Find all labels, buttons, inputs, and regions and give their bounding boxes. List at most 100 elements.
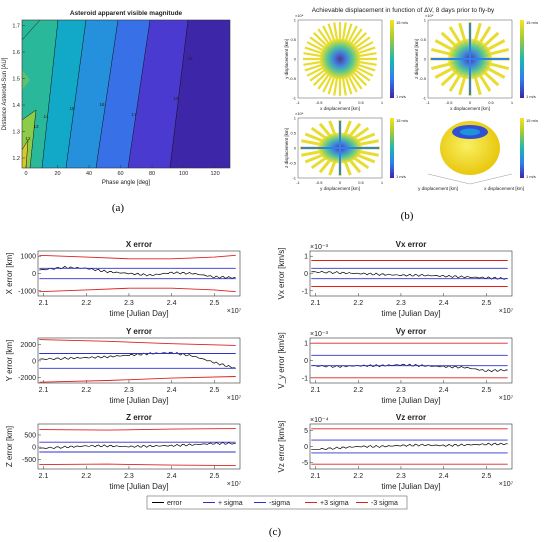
subplot-xlabel: time [Julian Day] bbox=[109, 482, 168, 491]
colorbar bbox=[520, 118, 524, 178]
subplot-title: Z error bbox=[126, 413, 152, 422]
subplot-ylabel: Vx error [km/s] bbox=[277, 247, 286, 299]
colorbar-max: 15 m/s bbox=[526, 20, 538, 25]
caption-b: (b) bbox=[401, 210, 414, 222]
subplot-xtick: 2.1 bbox=[311, 387, 321, 394]
legend-entry: -sigma bbox=[269, 500, 290, 507]
subplot-xlabel: time [Julian Day] bbox=[109, 396, 168, 405]
series-3-sigma bbox=[39, 376, 236, 383]
panel-a: Asteroid apparent visible magnitude bbox=[2, 10, 231, 186]
panel-a-ytick: 1.4 bbox=[12, 103, 20, 109]
subplot-ytick: -1 bbox=[302, 375, 308, 382]
subplot-xtick: 2.2 bbox=[81, 473, 91, 480]
panel-a-ylabel: Distance Asteroid-Sun [AU] bbox=[2, 57, 8, 130]
panel-a-ytick: 1.3 bbox=[12, 130, 20, 136]
panel-b-xlabel: x displacement [km] bbox=[320, 106, 360, 111]
subplot-xtick: 2.2 bbox=[81, 300, 91, 307]
panel-b-xtick: 0.5 bbox=[358, 100, 364, 105]
subplot-ytick: 0 bbox=[304, 444, 308, 451]
subplot-ytick: 0 bbox=[304, 358, 308, 365]
legend-entry: + sigma bbox=[218, 500, 243, 507]
series-3-sigma bbox=[39, 254, 236, 260]
panel-b-ylabel: z displacement [km] bbox=[414, 39, 419, 79]
panel-b-ytick: 0 bbox=[294, 57, 297, 62]
panel-a-xtick: 0 bbox=[24, 171, 27, 177]
subplot-ytick: 0 bbox=[32, 271, 36, 278]
panel-b-ytick: -0.5 bbox=[289, 161, 297, 166]
subplot-ylabel: X error [km] bbox=[5, 253, 14, 295]
panel-b-xlabel: x displacement [km] bbox=[450, 106, 490, 111]
panel-b-ytick: 0.5 bbox=[290, 131, 296, 136]
subplot-title: Vx error bbox=[396, 240, 427, 249]
subplot-title: Vy error bbox=[396, 327, 426, 336]
panel-b-xtick: 1 bbox=[511, 100, 514, 105]
panel-b-xtick: -0.5 bbox=[316, 180, 324, 185]
subplot-ytick: -2000 bbox=[18, 375, 36, 382]
subplot-xexp: ×10⁷ bbox=[227, 481, 242, 488]
subplot-ytick: 0 bbox=[32, 358, 36, 365]
panel-b-ytick: -1 bbox=[422, 96, 426, 101]
panel-b-ylabel: z displacement [km] bbox=[284, 128, 289, 168]
subplot-xexp: ×10⁷ bbox=[499, 395, 514, 402]
subplot-ytick: 500 bbox=[24, 432, 36, 439]
subplot-xlabel: time [Julian Day] bbox=[381, 309, 440, 318]
panel-a-contour-label: 19 bbox=[187, 56, 193, 61]
panel-b-xtick: 0.5 bbox=[488, 100, 494, 105]
colorbar bbox=[390, 20, 394, 98]
panel-b-exp: ×10⁴ bbox=[425, 13, 434, 18]
subplot-ylabel: Vz error [km/s] bbox=[277, 420, 286, 472]
panel-a-xtick: 20 bbox=[54, 171, 60, 177]
subplot-ytick: 2000 bbox=[20, 342, 36, 349]
subplot-ylabel: Z error [km] bbox=[5, 426, 14, 467]
panel-b-ytick: -0.5 bbox=[289, 76, 297, 81]
panel-b-ytick: 1 bbox=[294, 18, 297, 23]
subplot-ytick: -1 bbox=[302, 288, 308, 295]
series-error bbox=[39, 442, 236, 449]
panel-b-ylabel: y displacement [km] bbox=[284, 39, 289, 79]
panel-a-contour-labels: 12 13 14 15 16 17 18 19 bbox=[25, 56, 193, 141]
subplot-xtick: 2.4 bbox=[167, 300, 177, 307]
subplot-xtick: 2.3 bbox=[396, 300, 406, 307]
subplot-xtick: 2.1 bbox=[311, 473, 321, 480]
panel-b-ytick: 0 bbox=[294, 146, 297, 151]
subplot-xtick: 2.3 bbox=[124, 473, 134, 480]
subplot-xtick: 2.5 bbox=[210, 473, 220, 480]
panel-a-xtick: 100 bbox=[179, 171, 188, 177]
colorbar bbox=[520, 20, 524, 98]
subplot-ylabel: V_y error [km/s] bbox=[277, 332, 286, 388]
panel-b-xtick: 0.5 bbox=[358, 180, 364, 185]
panel-b-ytick: 0.5 bbox=[290, 37, 296, 42]
subplot-xtick: 2.2 bbox=[81, 387, 91, 394]
panel-c-legend: error + sigma -sigma +3 sigma -3 sigma bbox=[146, 495, 408, 510]
panel-a-ytick: 1.7 bbox=[12, 24, 20, 30]
subplot-ytick: -500 bbox=[22, 457, 36, 464]
panel-b-ylabel: x displacement [km] bbox=[484, 186, 524, 191]
panel-a-contour-label: 17 bbox=[131, 112, 137, 117]
panel-a-contour-label: 16 bbox=[99, 102, 105, 107]
panel-b-xtick: -1 bbox=[296, 180, 300, 185]
subplot-xtick: 2.1 bbox=[311, 300, 321, 307]
panel-b-xtick: 0 bbox=[469, 100, 472, 105]
subplot-exp: ×10⁻³ bbox=[310, 244, 329, 251]
subplot-ytick: -1000 bbox=[18, 288, 36, 295]
subplot-xtick: 2.5 bbox=[210, 387, 220, 394]
panel-b-ytick: 1 bbox=[424, 18, 427, 23]
panel-a-xtick: 120 bbox=[210, 171, 219, 177]
panel-a-contour-label: 15 bbox=[69, 106, 75, 111]
panel-a-xtick: 80 bbox=[149, 171, 155, 177]
subplot-ytick: 1000 bbox=[20, 254, 36, 261]
panel-b-xlabel: y displacement [km] bbox=[320, 186, 360, 191]
panel-b-ytick: 0.5 bbox=[420, 37, 426, 42]
panel-a-ytick: 1.6 bbox=[12, 50, 20, 56]
subplot-ylabel: Y error [km] bbox=[5, 340, 14, 382]
colorbar-max: 15 m/s bbox=[396, 118, 408, 123]
series-error bbox=[39, 351, 236, 369]
subplot-xtick: 2.3 bbox=[396, 387, 406, 394]
subplot-ytick: -5 bbox=[302, 460, 308, 467]
series-3-sigma bbox=[39, 287, 236, 293]
subplot-exp: ×10⁻³ bbox=[310, 331, 329, 338]
panel-b-xtick: 0 bbox=[339, 100, 342, 105]
caption-a: (a) bbox=[112, 202, 125, 214]
